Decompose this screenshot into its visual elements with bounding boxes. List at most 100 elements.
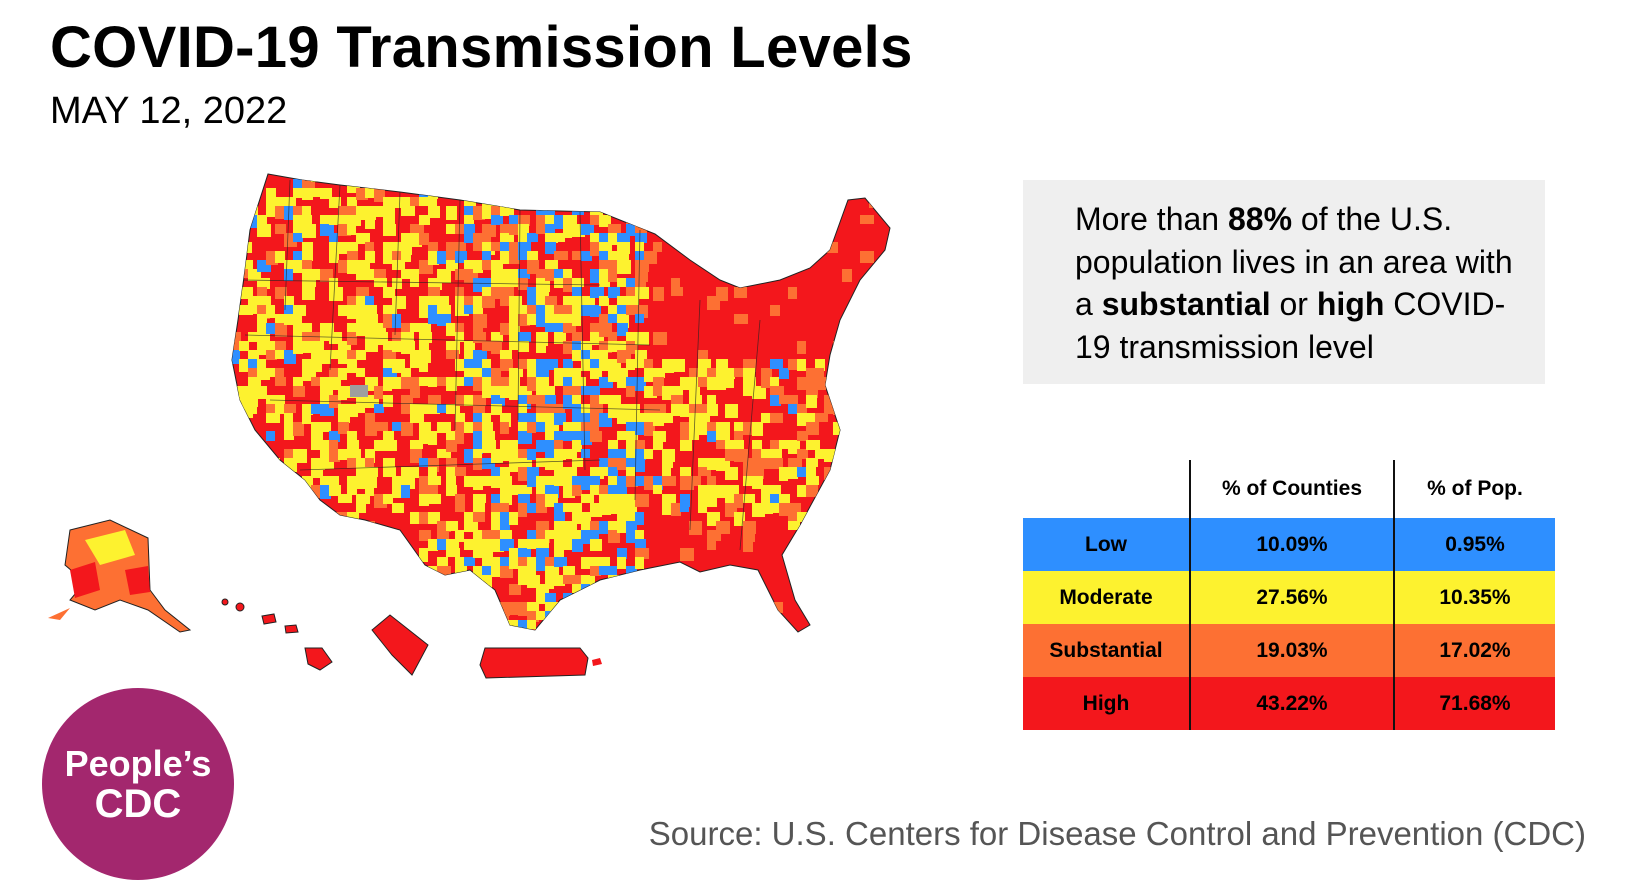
county-patch xyxy=(626,413,635,422)
county-patch xyxy=(599,458,610,469)
county-patch xyxy=(257,530,271,542)
county-patch xyxy=(491,395,505,406)
county-patch xyxy=(248,305,257,314)
county-patch xyxy=(833,377,844,388)
county-patch xyxy=(266,476,280,490)
county-patch xyxy=(284,431,294,440)
county-patch xyxy=(680,440,692,451)
county-patch xyxy=(680,548,694,561)
county-patch xyxy=(527,530,536,543)
county-patch xyxy=(518,485,532,494)
county-patch xyxy=(761,413,772,423)
county-patch xyxy=(581,359,592,371)
county-patch xyxy=(869,494,878,508)
county-patch xyxy=(554,476,563,486)
county-patch xyxy=(464,233,477,243)
county-patch xyxy=(392,314,401,328)
peoples-cdc-logo: People’s CDC xyxy=(42,688,234,880)
county-patch xyxy=(590,431,602,442)
county-patch xyxy=(232,233,241,246)
county-patch xyxy=(392,296,406,309)
county-patch xyxy=(293,233,303,242)
county-patch xyxy=(455,395,465,406)
county-patch xyxy=(707,395,716,408)
county-patch xyxy=(419,620,429,632)
county-patch xyxy=(824,575,834,588)
county-patch xyxy=(311,350,320,360)
county-patch xyxy=(509,548,519,559)
county-patch xyxy=(248,332,257,342)
county-patch xyxy=(365,575,379,587)
county-patch xyxy=(896,530,908,542)
county-patch xyxy=(338,206,348,217)
county-patch xyxy=(410,224,424,235)
county-patch xyxy=(635,611,644,621)
county-patch xyxy=(464,476,473,487)
county-patch xyxy=(464,197,476,207)
county-patch xyxy=(599,494,611,505)
county-patch xyxy=(725,449,734,461)
county-patch xyxy=(320,332,331,341)
county-patch xyxy=(365,593,375,605)
county-patch xyxy=(356,566,370,580)
county-patch xyxy=(545,413,559,424)
county-patch xyxy=(383,197,392,211)
county-patch xyxy=(572,539,583,552)
county-patch xyxy=(599,260,609,269)
county-patch xyxy=(743,494,755,503)
county-patch xyxy=(635,287,649,299)
county-patch xyxy=(239,458,249,469)
county-patch xyxy=(635,476,647,486)
county-patch xyxy=(232,251,243,262)
county-patch xyxy=(257,494,271,503)
county-patch xyxy=(608,206,617,215)
county-patch xyxy=(329,539,342,548)
county-patch xyxy=(581,305,594,316)
county-patch xyxy=(500,467,510,479)
county-patch xyxy=(437,377,448,386)
county-patch xyxy=(761,449,773,458)
county-patch xyxy=(518,548,531,558)
county-patch xyxy=(311,404,322,414)
county-patch xyxy=(455,638,468,649)
county-patch xyxy=(329,557,341,569)
county-patch xyxy=(788,287,797,299)
callout-mid2: or xyxy=(1270,286,1317,322)
county-patch xyxy=(644,449,653,459)
county-patch xyxy=(797,431,808,441)
county-patch xyxy=(599,233,608,246)
county-patch xyxy=(518,620,527,632)
county-patch xyxy=(500,512,512,523)
county-patch xyxy=(833,386,844,399)
county-patch xyxy=(473,188,485,197)
population-pct: 71.68% xyxy=(1393,677,1555,730)
county-patch xyxy=(554,323,567,333)
county-patch xyxy=(806,458,818,467)
county-patch xyxy=(266,206,278,217)
county-patch xyxy=(563,620,572,632)
county-patch xyxy=(545,314,554,324)
county-patch xyxy=(554,512,565,523)
county-patch xyxy=(446,458,457,470)
county-patch xyxy=(617,377,627,388)
county-patch xyxy=(410,377,419,387)
county-patch xyxy=(572,575,586,586)
county-patch xyxy=(464,215,474,227)
county-patch xyxy=(275,512,289,521)
county-patch xyxy=(464,539,473,550)
county-patch xyxy=(608,224,621,234)
county-patch xyxy=(239,260,253,270)
county-patch xyxy=(707,530,721,541)
county-patch xyxy=(428,494,441,504)
county-patch xyxy=(788,512,799,525)
county-patch xyxy=(554,539,563,553)
county-patch xyxy=(536,296,545,309)
county-patch xyxy=(455,174,464,179)
county-patch xyxy=(410,197,422,206)
county-patch xyxy=(527,476,537,487)
county-patch xyxy=(770,413,783,423)
county-patch xyxy=(392,422,404,431)
county-patch xyxy=(896,494,905,508)
county-patch xyxy=(842,503,851,514)
county-patch xyxy=(545,305,555,317)
